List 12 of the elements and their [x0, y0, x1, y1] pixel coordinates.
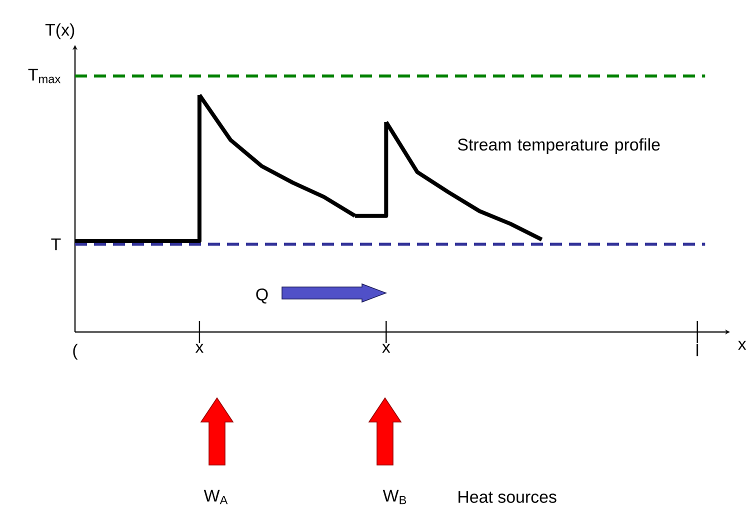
- ref-line-label: T: [51, 238, 61, 250]
- x-tick-label: x: [195, 344, 204, 353]
- ref-line-label: T$_{max}$: [28, 68, 61, 84]
- annotation: Stream temperature profile: [458, 138, 660, 154]
- x-tick-label: (: [73, 344, 78, 360]
- x-tick-label: x: [382, 344, 390, 353]
- text: W$_{A}$: [204, 490, 228, 504]
- annotation: Q: [256, 288, 268, 304]
- x-tick-label: l: [696, 344, 698, 356]
- y-axis-title: T(x): [45, 23, 74, 40]
- text: W$_{B}$: [382, 490, 406, 504]
- text: Heat sources: [458, 491, 556, 503]
